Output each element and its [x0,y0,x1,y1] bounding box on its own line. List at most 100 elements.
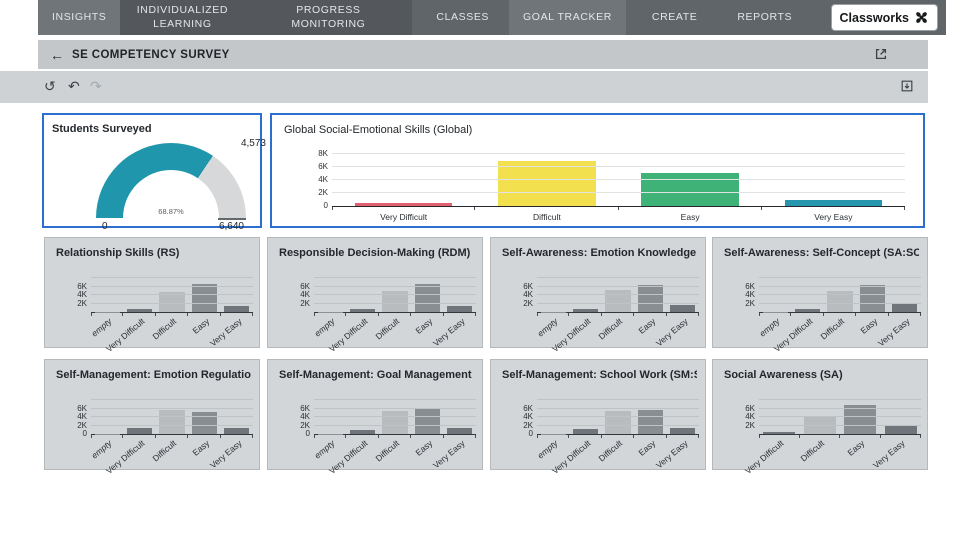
card-title: Global Social-Emotional Skills (Global) [284,124,473,136]
report-toolbar: ↺ ↶ ↷ [0,71,928,103]
bar-difficult[interactable] [605,410,631,434]
bar-very-difficult[interactable] [126,427,153,434]
card-title: Self-Management: Emotion Regulation (... [56,369,251,381]
x-category-label: Very Easy [814,212,853,222]
card-self-management-school-work[interactable]: Self-Management: School Work (SM:SW) 0 2K… [490,359,706,476]
bar-very-difficult[interactable] [572,429,599,434]
y-tick-label: 6K [300,403,310,413]
tab-reports[interactable]: REPORTS [737,10,793,23]
bar-band [221,278,254,316]
card-title: Self-Awareness: Emotion Knowledge (S... [502,247,697,259]
self-awareness-emotion-knowledge-bar-chart: 2K 4K 6K empty Very Difficult Difficult Easy Ve… [503,277,700,354]
bar-band [156,400,189,438]
gridline [537,277,699,278]
y-tick-label: 2K [300,420,310,430]
bar-easy[interactable] [637,285,664,312]
gridline [91,416,253,417]
bar-band [759,278,792,316]
gridline [91,277,253,278]
bar-very-difficult[interactable] [349,309,376,312]
classworks-logo-text: Classworks [839,10,909,25]
card-self-management-emotion-regulation[interactable]: Self-Management: Emotion Regulation (...… [44,359,260,476]
bar-very-difficult[interactable] [349,430,376,434]
bar-difficult[interactable] [382,411,408,434]
bar-difficult[interactable] [159,410,185,434]
bar-easy[interactable] [414,283,441,312]
refresh-icon[interactable]: ↺ [44,78,56,94]
undo-icon[interactable]: ↶ [68,78,80,94]
card-global-skills[interactable]: Global Social-Emotional Skills (Global) … [270,113,925,228]
self-management-school-work-bar-chart: 0 2K 4K 6K empty Very Difficult Difficult Easy V… [503,399,700,476]
bar-difficult[interactable] [382,291,408,312]
gridline [759,285,921,287]
card-self-awareness-self-concept[interactable]: Self-Awareness: Self-Concept (SA:SC) 2K 4… [712,237,928,354]
bar-very-easy[interactable] [670,305,696,312]
gridline [314,294,476,295]
y-tick-label: 6K [77,281,87,291]
gauge-min-label: 0 [102,221,108,232]
card-title: Responsible Decision-Making (RDM) [279,247,471,259]
bar-difficult[interactable] [498,161,596,206]
x-category-label: Difficult [596,316,625,342]
tab-progress-monitoring[interactable]: PROGRESS MONITORING [244,0,413,35]
bar-band [346,400,380,438]
gridline [759,407,921,409]
bar-very-difficult[interactable] [126,309,153,312]
tab-insights[interactable]: INSIGHTS [38,0,121,35]
card-relationship-skills[interactable]: Relationship Skills (RS) 2K 4K 6K empty Very… [44,237,260,354]
gridline [314,302,476,304]
redo-icon[interactable]: ↷ [90,78,102,94]
x-axis-labels: Very Difficult Difficult Easy Very Easy [332,209,905,229]
open-in-new-icon[interactable] [874,47,888,66]
bar-very-easy[interactable] [224,305,250,312]
tab-goal-tracker[interactable]: GOAL TRACKER [509,0,626,35]
gridline [537,302,699,304]
bar-easy[interactable] [844,404,877,434]
bar-easy[interactable] [191,412,218,434]
bar-very-difficult[interactable] [794,309,821,312]
x-category-label: Very Easy [871,438,908,471]
back-arrow-icon[interactable]: ← [50,46,64,63]
y-tick-label: 6K [523,403,533,413]
card-self-awareness-emotion-knowledge[interactable]: Self-Awareness: Emotion Knowledge (S... … [490,237,706,354]
bar-band [537,400,570,438]
y-tick-label: 2K [745,420,755,430]
bar-very-easy[interactable] [670,427,696,434]
card-social-awareness[interactable]: Social Awareness (SA) 2K 4K 6K Very Difficu… [712,359,928,476]
y-tick-label: 6K [300,281,310,291]
bar-very-difficult[interactable] [572,308,599,312]
bar-difficult[interactable] [605,289,631,312]
tab-create[interactable]: CREATE [651,10,698,23]
bar-band [444,400,477,438]
bar-very-difficult[interactable] [354,202,453,206]
bar-difficult[interactable] [827,291,853,312]
card-title: Self-Awareness: Self-Concept (SA:SC) [724,247,919,259]
bar-very-easy[interactable] [447,428,473,434]
y-tick-label: 4K [318,175,328,184]
card-self-management-goal-management[interactable]: Self-Management: Goal Management (S... 0… [267,359,483,476]
tab-classes[interactable]: CLASSES [436,10,490,23]
bar-very-easy[interactable] [224,427,250,434]
social-awareness-bar-chart: 2K 4K 6K Very Difficult Difficult Easy Very Ea… [725,399,921,476]
tab-individualized-learning[interactable]: INDIVIDUALIZED LEARNING [120,0,245,35]
bar-band [411,400,445,438]
bar-very-easy[interactable] [447,305,473,312]
card-students-surveyed[interactable]: Students Surveyed 4,573 68.87% 0 6,640 [42,113,266,232]
bar-very-easy[interactable] [892,304,918,312]
bar-easy[interactable] [414,409,441,434]
classworks-logo-icon [916,12,927,23]
bar-band [634,400,668,438]
bar-very-easy[interactable] [884,426,917,434]
bar-easy[interactable] [637,409,664,434]
gridline [759,277,921,278]
gridline [314,277,476,278]
bar-easy[interactable] [191,283,218,312]
bar-very-difficult[interactable] [763,432,796,434]
card-responsible-decision-making[interactable]: Responsible Decision-Making (RDM) 2K 4K 6K… [267,237,483,354]
bar-difficult[interactable] [159,292,185,312]
bar-very-easy[interactable] [784,199,883,206]
download-report-icon[interactable] [900,79,914,98]
bar-easy[interactable] [859,284,886,312]
bar-easy[interactable] [641,172,739,206]
classworks-logo-button[interactable]: Classworks [830,4,938,31]
